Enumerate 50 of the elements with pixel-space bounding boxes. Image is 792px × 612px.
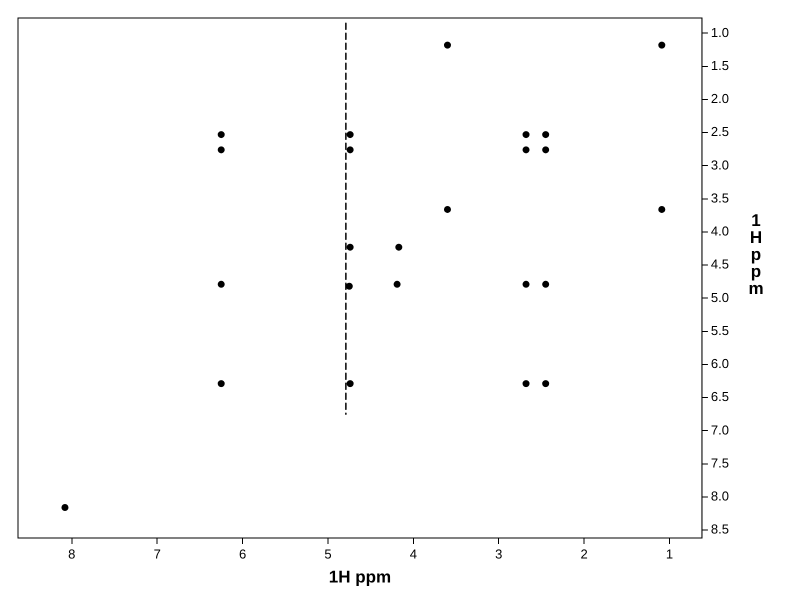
point: [522, 280, 530, 288]
point: [218, 146, 225, 154]
point: [444, 206, 451, 213]
y-tick-label: 7.0: [710, 422, 730, 438]
point: [218, 131, 225, 138]
x-tick-label: 7: [154, 546, 161, 562]
x-tick-label: 8: [68, 546, 76, 562]
point: [61, 504, 68, 512]
x-tick-label: 2: [580, 546, 588, 562]
y-tick-label: 6.5: [710, 389, 730, 404]
point: [395, 244, 402, 251]
x-tick-label: 4: [410, 546, 417, 562]
y-tick-label: 2.0: [710, 91, 730, 106]
point: [218, 280, 225, 288]
point: [218, 380, 225, 388]
point: [522, 131, 530, 138]
point: [346, 146, 354, 154]
point: [522, 146, 530, 154]
x-axis-title: 1H ppm: [328, 567, 392, 586]
y-tick-label: 5.0: [710, 290, 730, 305]
y-tick-label: 7.5: [710, 455, 730, 470]
point: [658, 42, 666, 49]
y-tick-label: 1.5: [710, 58, 730, 73]
y-tick-label: 8.5: [710, 522, 730, 537]
x-tick-label: 1: [666, 546, 674, 562]
point: [346, 244, 354, 251]
point: [542, 131, 550, 138]
point: [522, 380, 530, 388]
point: [542, 380, 550, 388]
y-tick-label: 5.5: [710, 322, 730, 338]
y-tick-label: 6.0: [710, 356, 730, 372]
x-tick-label: 6: [238, 546, 246, 562]
point: [346, 380, 354, 388]
point: [346, 131, 354, 138]
point: [444, 42, 451, 49]
y-tick-label: 4.5: [710, 256, 730, 272]
y-tick-label: 2.5: [710, 124, 730, 140]
y-tick-label: 3.5: [710, 190, 730, 206]
y-tick-label: 4.0: [710, 224, 730, 239]
x-tick-label: 3: [495, 546, 502, 562]
y-axis-title: 1H ppm: [748, 211, 764, 298]
y-tick-label: 3.0: [710, 157, 730, 172]
point: [542, 280, 550, 288]
point: [542, 146, 550, 154]
point: [658, 206, 666, 213]
y-tick-label: 8.0: [710, 488, 730, 504]
x-tick-label: 5: [324, 546, 332, 562]
point: [346, 282, 353, 290]
point: [394, 280, 401, 288]
y-tick-label: 1.0: [710, 24, 730, 40]
